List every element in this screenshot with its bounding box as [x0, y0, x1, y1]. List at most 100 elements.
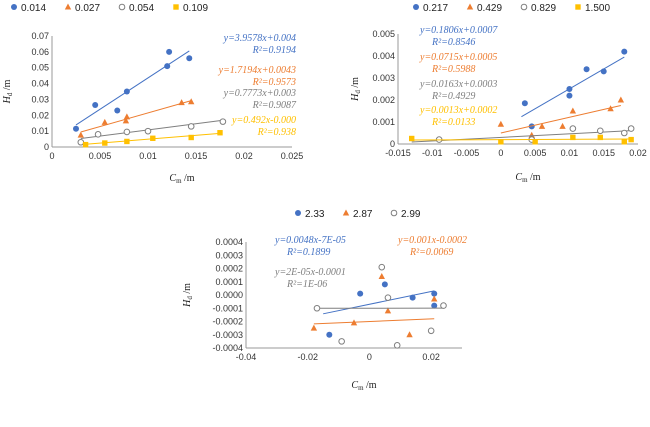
fit-r2: R²=0.938	[257, 127, 296, 138]
data-point	[521, 100, 528, 107]
data-point	[144, 127, 152, 135]
legend-marker	[342, 209, 350, 216]
data-point	[583, 66, 590, 73]
fit-r2: R²=0.9194	[252, 45, 296, 56]
data-point	[123, 128, 131, 136]
data-point	[381, 281, 388, 288]
data-point	[122, 117, 130, 124]
data-point	[406, 331, 413, 338]
legend-marker	[466, 3, 474, 10]
legend-marker	[118, 3, 126, 11]
x-tick-label: 0.005	[89, 151, 112, 161]
y-tick-label: 0.0002	[215, 264, 243, 274]
x-axis-label: Cm /m	[169, 173, 194, 185]
data-point	[124, 138, 130, 145]
trendline	[313, 318, 435, 325]
x-tick-label: 0	[49, 151, 54, 161]
legend-label: 0.217	[423, 3, 448, 14]
fit-r2: R²=0.1899	[286, 247, 330, 258]
fit-equation: y=0.492x-0.000	[231, 115, 296, 126]
fit-equation: y=0.0715x+0.0005	[419, 52, 497, 63]
x-tick-label: -0.015	[385, 148, 411, 158]
legend-label: 0.014	[21, 3, 46, 14]
data-point	[596, 127, 604, 135]
data-point	[73, 125, 79, 132]
data-point	[532, 139, 538, 145]
trendline	[80, 100, 192, 133]
fit-equation: y=0.0048x-7E-05	[274, 235, 346, 246]
data-point	[378, 272, 385, 279]
x-axis-label: Cm /m	[351, 380, 376, 392]
fit-r2: R²=0.0069	[409, 247, 453, 258]
legend-marker	[413, 4, 419, 10]
x-tick-label: -0.01	[422, 148, 443, 158]
data-point	[569, 107, 577, 114]
y-tick-label: 0.001	[372, 117, 395, 127]
chart-panel-1: 0 0.01 0.02 0.03 0.04 0.05 0.06 0.07 0 0.005 0.01 0…	[2, 3, 303, 185]
legend-marker	[520, 3, 528, 11]
data-point	[77, 138, 85, 146]
data-point	[597, 134, 603, 141]
data-point	[627, 125, 635, 132]
fit-equation: y=3.9578x+0.004	[223, 33, 296, 44]
legend-label: 2.33	[305, 209, 325, 220]
data-point	[427, 327, 435, 335]
y-tick-label: 0.0004	[215, 237, 243, 247]
x-tick-label: 0.02	[422, 352, 440, 362]
trendline	[80, 119, 223, 140]
x-tick-label: 0.015	[185, 151, 208, 161]
x-tick-label: 0	[367, 352, 372, 362]
data-point	[94, 131, 102, 138]
data-point	[186, 55, 193, 62]
data-point	[92, 101, 99, 108]
y-tick-label: 0	[44, 142, 49, 152]
data-point	[384, 294, 392, 301]
y-tick-label: 0.0003	[215, 250, 243, 260]
fit-equation: y=0.1806x+0.0007	[419, 25, 498, 36]
data-point	[440, 302, 447, 309]
y-tick-label: 0.003	[372, 73, 395, 83]
data-point	[607, 105, 614, 112]
y-tick-label: -0.0002	[212, 317, 243, 327]
data-point	[313, 304, 321, 312]
x-tick-label: 0.01	[561, 148, 579, 158]
data-point	[102, 140, 108, 146]
fit-r2: R²=0.9087	[252, 100, 297, 111]
y-tick-label: -0.0004	[212, 343, 243, 353]
y-tick-label: 0.06	[31, 47, 49, 57]
x-tick-label: 0.015	[592, 148, 615, 158]
chart-panel-2: 0 0.001 0.002 0.003 0.004 0.005 -0.015 -0.01 -0.…	[350, 3, 647, 184]
data-point	[570, 134, 576, 141]
legend-label: 0.429	[477, 3, 502, 14]
fit-equation: y=0.0013x+0.0002	[419, 105, 497, 116]
legend-marker	[11, 4, 17, 10]
fit-equation: y=2E-05x-0.0001	[274, 267, 346, 278]
trendline	[411, 138, 632, 141]
data-point	[123, 113, 131, 120]
fit-r2: R²=1E-06	[286, 279, 327, 290]
legend-marker	[173, 4, 179, 10]
x-axis-label: Cm /m	[515, 172, 540, 184]
legend-label: 0.829	[531, 3, 556, 14]
y-tick-label: 0.01	[31, 126, 49, 136]
data-point	[187, 123, 195, 130]
data-point	[101, 118, 108, 125]
data-point	[219, 118, 227, 125]
y-tick-label: 0.002	[372, 95, 395, 105]
legend-label: 0.054	[129, 3, 154, 14]
chart-panel-3: -0.0004 -0.0003 -0.0002 -0.0001 0.0000 0.0001…	[182, 209, 467, 392]
data-point	[164, 63, 171, 70]
data-point	[393, 342, 401, 349]
y-axis-label: Hd /m	[182, 283, 194, 308]
y-tick-label: -0.0001	[212, 303, 243, 313]
data-point	[409, 135, 415, 142]
data-point	[431, 295, 438, 302]
data-point	[569, 125, 577, 132]
data-point	[559, 122, 566, 129]
x-tick-label: 0.025	[281, 151, 304, 161]
data-point	[538, 122, 546, 129]
fit-r2: R²=0.4929	[431, 91, 475, 102]
data-point	[620, 129, 628, 137]
y-tick-label: -0.0003	[212, 330, 243, 340]
